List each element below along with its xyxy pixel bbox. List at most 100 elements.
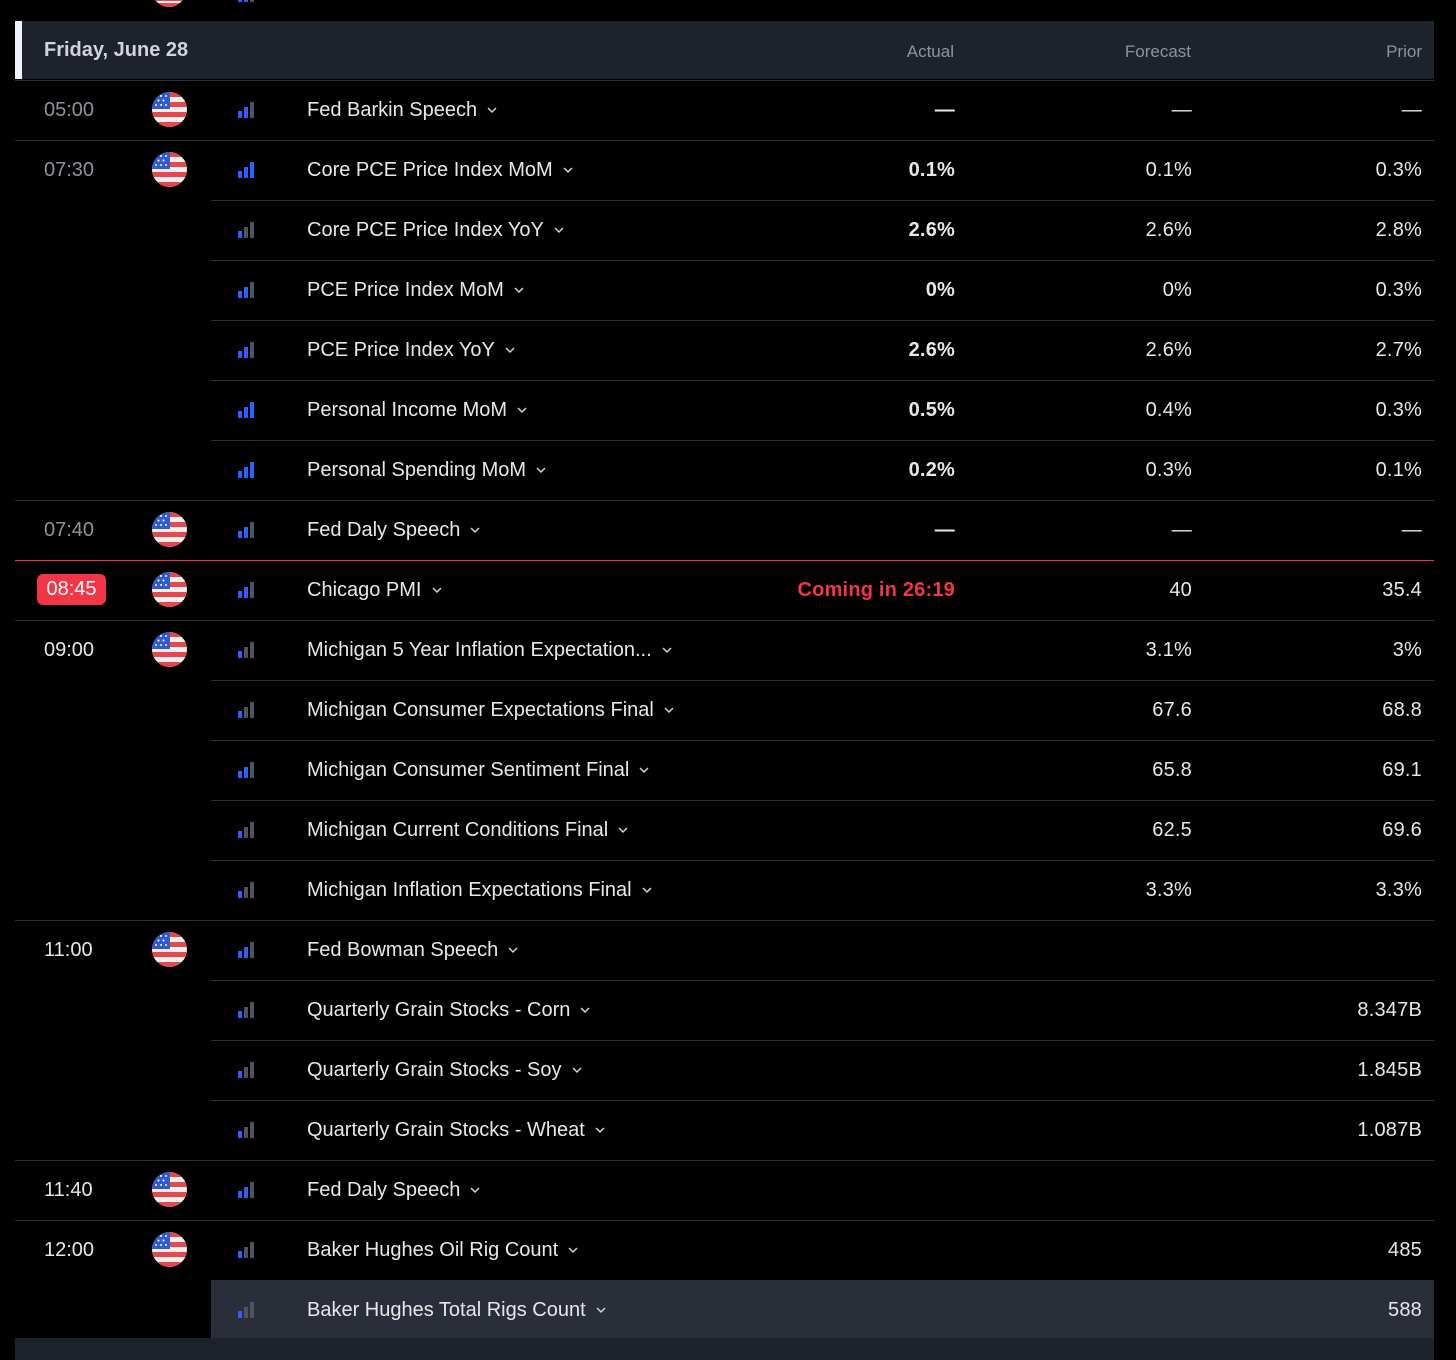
importance-bars-icon <box>238 1242 256 1258</box>
event-name[interactable]: Fed Bowman Speech <box>307 939 519 962</box>
event-row[interactable]: Baker Hughes Total Rigs Count 588 <box>0 1280 1456 1340</box>
event-row[interactable]: 08:45 Chicago PMI Coming in 26:19 40 35.4 <box>0 560 1456 620</box>
chevron-down-icon[interactable] <box>422 579 443 602</box>
event-name[interactable]: Fed Barkin Speech <box>307 99 498 122</box>
event-row[interactable]: 11:00 Fed Bowman Speech <box>0 920 1456 980</box>
event-row[interactable]: 07:30 Core PCE Price Index MoM 0.1% 0.1% 0.… <box>0 140 1456 200</box>
event-name[interactable]: Michigan 5 Year Inflation Expectation... <box>307 639 673 662</box>
event-name[interactable]: Chicago PMI <box>307 579 443 602</box>
chevron-down-icon[interactable] <box>507 399 528 422</box>
event-row[interactable]: 05:00 Fed Barkin Speech — — — <box>0 80 1456 140</box>
actual-value: 2.6% <box>908 219 955 241</box>
column-header-actual[interactable]: Actual <box>906 42 954 61</box>
chevron-down-icon[interactable] <box>632 879 653 902</box>
event-name[interactable]: Quarterly Grain Stocks - Soy <box>307 1059 583 1082</box>
event-name[interactable]: Baker Hughes Oil Rig Count <box>307 1239 579 1262</box>
actual-value: 0.2% <box>908 459 955 481</box>
importance-bars-icon <box>238 162 256 178</box>
chevron-down-icon[interactable] <box>570 999 591 1022</box>
event-row[interactable]: 12:00 Baker Hughes Oil Rig Count 485 <box>0 1220 1456 1280</box>
event-name-label: Fed Daly Speech <box>307 1179 461 1201</box>
chevron-down-icon[interactable] <box>498 939 519 962</box>
importance-bars-icon <box>238 1122 256 1138</box>
chevron-down-icon[interactable] <box>460 519 481 542</box>
importance-bars-icon <box>238 822 256 838</box>
row-separator <box>211 1100 1434 1101</box>
row-separator <box>211 800 1434 801</box>
prior-value: 588 <box>1388 1299 1422 1321</box>
importance-bars-icon <box>238 1002 256 1018</box>
event-time: 07:30 <box>44 159 95 181</box>
event-name[interactable]: Core PCE Price Index MoM <box>307 159 574 182</box>
event-name[interactable]: Core PCE Price Index YoY <box>307 219 565 242</box>
event-row[interactable]: Quarterly Grain Stocks - Soy 1.845B <box>0 1040 1456 1100</box>
chevron-down-icon[interactable] <box>495 339 516 362</box>
event-row[interactable]: Core PCE Price Index YoY 2.6% 2.6% 2.8% <box>0 200 1456 260</box>
forecast-value: 0.1% <box>1145 159 1192 181</box>
forecast-value: 2.6% <box>1145 339 1192 361</box>
event-name[interactable]: Fed Daly Speech <box>307 519 481 542</box>
chevron-down-icon[interactable] <box>460 1179 481 1202</box>
chevron-down-icon[interactable] <box>553 159 574 182</box>
chevron-down-icon[interactable] <box>652 639 673 662</box>
event-name[interactable]: Michigan Inflation Expectations Final <box>307 879 653 902</box>
chevron-down-icon[interactable] <box>585 1119 606 1142</box>
event-row[interactable]: 07:40 Fed Daly Speech — — — <box>0 500 1456 560</box>
event-name[interactable]: Personal Spending MoM <box>307 459 547 482</box>
prior-value: — <box>1401 99 1422 121</box>
previous-day-row-partial <box>0 0 1456 20</box>
importance-bars-icon <box>238 582 256 598</box>
event-row[interactable]: Quarterly Grain Stocks - Corn 8.347B <box>0 980 1456 1040</box>
forecast-value: 40 <box>1169 579 1192 601</box>
event-name[interactable]: Personal Income MoM <box>307 399 528 422</box>
event-row[interactable]: 11:40 Fed Daly Speech <box>0 1160 1456 1220</box>
event-name[interactable]: Michigan Current Conditions Final <box>307 819 629 842</box>
event-name[interactable]: Michigan Consumer Expectations Final <box>307 699 675 722</box>
event-name-label: Chicago PMI <box>307 579 422 601</box>
event-name[interactable]: Quarterly Grain Stocks - Corn <box>307 999 591 1022</box>
event-name[interactable]: PCE Price Index YoY <box>307 339 516 362</box>
chevron-down-icon[interactable] <box>544 219 565 242</box>
event-name-label: Michigan Consumer Sentiment Final <box>307 759 630 781</box>
event-row[interactable]: PCE Price Index YoY 2.6% 2.6% 2.7% <box>0 320 1456 380</box>
row-separator <box>15 500 1434 501</box>
forecast-value: 2.6% <box>1145 219 1192 241</box>
row-hover-background <box>211 1281 1434 1340</box>
event-name[interactable]: PCE Price Index MoM <box>307 279 525 302</box>
event-name[interactable]: Baker Hughes Total Rigs Count <box>307 1299 607 1322</box>
event-row[interactable]: Personal Income MoM 0.5% 0.4% 0.3% <box>0 380 1456 440</box>
event-name[interactable]: Michigan Consumer Sentiment Final <box>307 759 650 782</box>
event-name-label: Michigan Current Conditions Final <box>307 819 609 841</box>
us-flag-icon <box>152 572 187 607</box>
event-row[interactable]: Michigan Inflation Expectations Final 3.3… <box>0 860 1456 920</box>
event-row[interactable]: Michigan Consumer Expectations Final 67.6… <box>0 680 1456 740</box>
importance-bars-icon <box>238 762 256 778</box>
chevron-down-icon[interactable] <box>608 819 629 842</box>
chevron-down-icon[interactable] <box>629 759 650 782</box>
chevron-down-icon[interactable] <box>562 1059 583 1082</box>
chevron-down-icon[interactable] <box>558 1239 579 1262</box>
event-row[interactable]: 09:00 Michigan 5 Year Inflation Expectat… <box>0 620 1456 680</box>
chevron-down-icon[interactable] <box>504 279 525 302</box>
column-header-prior[interactable]: Prior <box>1386 42 1422 61</box>
chevron-down-icon[interactable] <box>586 1299 607 1322</box>
event-row[interactable]: Personal Spending MoM 0.2% 0.3% 0.1% <box>0 440 1456 500</box>
forecast-value: 62.5 <box>1152 819 1192 841</box>
column-header-forecast[interactable]: Forecast <box>1124 42 1191 61</box>
event-row[interactable]: Michigan Current Conditions Final 62.5 69.… <box>0 800 1456 860</box>
row-separator <box>211 380 1434 381</box>
event-row[interactable]: Quarterly Grain Stocks - Wheat 1.087B <box>0 1100 1456 1160</box>
event-name[interactable]: Fed Daly Speech <box>307 1179 481 1202</box>
event-name[interactable]: Quarterly Grain Stocks - Wheat <box>307 1119 606 1142</box>
us-flag-icon <box>152 932 187 967</box>
event-time: 07:40 <box>44 519 95 541</box>
row-separator <box>211 680 1434 681</box>
chevron-down-icon[interactable] <box>477 99 498 122</box>
chevron-down-icon[interactable] <box>526 459 547 482</box>
us-flag-icon <box>152 152 187 187</box>
event-row[interactable]: Michigan Consumer Sentiment Final 65.8 69.… <box>0 740 1456 800</box>
prior-value: — <box>1401 519 1422 541</box>
importance-bars-icon <box>238 1302 256 1318</box>
event-row[interactable]: PCE Price Index MoM 0% 0% 0.3% <box>0 260 1456 320</box>
chevron-down-icon[interactable] <box>654 699 675 722</box>
